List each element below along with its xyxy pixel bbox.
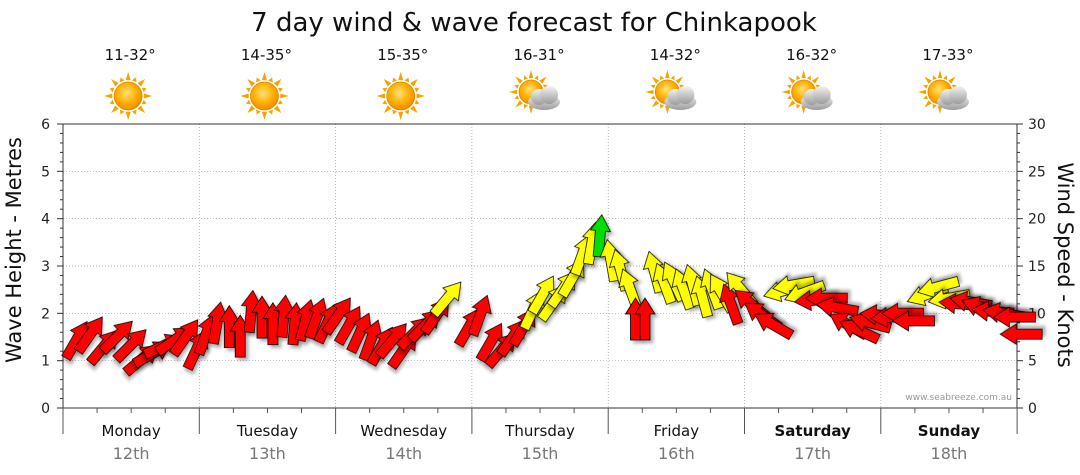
sun-rays xyxy=(240,72,289,120)
day-temperature: 16-31° xyxy=(514,46,565,64)
day-temperature: 17-33° xyxy=(922,46,973,64)
wind-arrow xyxy=(98,320,133,356)
sun-disc xyxy=(250,81,279,111)
day-date-label: 16th xyxy=(658,444,695,463)
wind-arrow xyxy=(754,313,795,341)
sun-rays xyxy=(376,72,425,120)
day-date-label: 13th xyxy=(249,444,286,463)
day-temperature: 14-35° xyxy=(241,46,292,64)
wind-arrow xyxy=(891,310,935,332)
wind-arrow xyxy=(999,323,1043,345)
day-name-label: Tuesday xyxy=(236,422,298,440)
sun-icon xyxy=(240,72,289,120)
cloud-shape xyxy=(936,86,969,110)
right-tick-label: 0 xyxy=(1028,401,1037,417)
sun-disc xyxy=(113,81,143,111)
left-tick-label: 2 xyxy=(41,306,50,322)
wind-arrow xyxy=(429,281,462,319)
wind-arrow xyxy=(589,214,612,258)
day-temperature: 14-32° xyxy=(650,46,701,64)
day-name-label: Wednesday xyxy=(360,422,447,440)
wind-arrow xyxy=(992,306,1036,328)
grid-lines xyxy=(63,124,1017,408)
right-tick-label: 25 xyxy=(1028,164,1046,180)
day-name-label: Sunday xyxy=(918,422,981,440)
day-axis: Monday 12th Tuesday 13th Wednesday 14th Thursd… xyxy=(62,408,1018,463)
wind-arrow xyxy=(634,297,656,341)
right-tick-label: 15 xyxy=(1028,259,1046,275)
sun-rays xyxy=(104,72,153,120)
left-tick-label: 4 xyxy=(41,212,50,228)
sun-disc xyxy=(386,81,416,111)
day-temperature: 16-32° xyxy=(786,46,837,64)
partly-cloudy-icon xyxy=(917,70,969,114)
day-name-label: Saturday xyxy=(774,422,851,440)
wave-height-axis: 0 1 2 3 4 5 6 xyxy=(41,117,63,417)
cloud-shape xyxy=(528,86,561,110)
left-tick-label: 3 xyxy=(41,259,50,275)
right-tick-label: 5 xyxy=(1028,354,1037,370)
day-date-label: 18th xyxy=(931,444,968,463)
wind-arrows xyxy=(61,214,1043,377)
day-temperature: 11-32° xyxy=(105,46,156,64)
left-tick-label: 5 xyxy=(41,164,50,180)
day-date-label: 12th xyxy=(113,444,150,463)
day-name-label: Monday xyxy=(102,422,161,440)
chart-title: 7 day wind & wave forecast for Chinkapoo… xyxy=(251,8,817,38)
day-headers: 11-32° 14-35° 15-35° 16-31° 14-32° 16-32° 17-3… xyxy=(104,46,973,120)
partly-cloudy-icon xyxy=(781,70,833,114)
right-tick-label: 30 xyxy=(1028,117,1046,133)
day-temperature: 15-35° xyxy=(377,46,428,64)
left-tick-label: 1 xyxy=(41,354,50,370)
wind-arrow xyxy=(467,294,492,338)
left-tick-label: 6 xyxy=(41,117,50,133)
left-tick-label: 0 xyxy=(41,401,50,417)
right-axis-label: Wind Speed - Knots xyxy=(1053,162,1077,367)
cloud-shape xyxy=(800,86,833,110)
partly-cloudy-icon xyxy=(645,70,697,114)
day-date-label: 14th xyxy=(385,444,422,463)
watermark: www.seabreeze.com.au xyxy=(905,393,1012,403)
day-date-label: 17th xyxy=(794,444,831,463)
day-date-label: 15th xyxy=(522,444,559,463)
sun-icon xyxy=(104,72,153,120)
sun-icon xyxy=(376,72,425,120)
day-name-label: Friday xyxy=(654,422,700,440)
wind-arrow xyxy=(73,316,103,355)
day-name-label: Thursday xyxy=(504,422,575,440)
right-tick-label: 20 xyxy=(1028,212,1046,228)
partly-cloudy-icon xyxy=(509,70,561,114)
left-axis-label: Wave Height - Metres xyxy=(2,137,26,363)
cloud-shape xyxy=(664,86,697,110)
